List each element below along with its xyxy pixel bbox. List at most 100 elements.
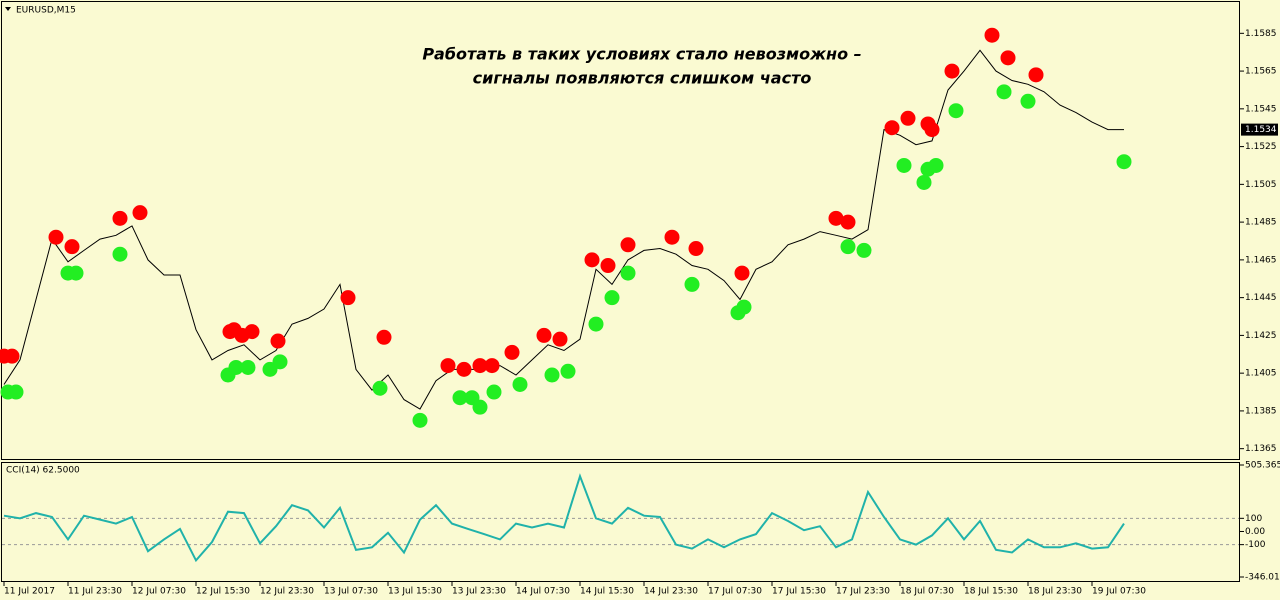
sell-signal — [840, 214, 856, 230]
sell-signal — [112, 210, 128, 226]
x-tick-label: 13 Jul 07:30 — [324, 587, 378, 597]
sell-signal — [584, 252, 600, 268]
buy-signal — [112, 246, 128, 262]
annotation: Работать в таких условиях стало невозмож… — [422, 45, 861, 64]
sell-signal — [734, 265, 750, 281]
buy-signal — [472, 399, 488, 415]
price-pane — [1, 1, 1240, 460]
sell-signal — [376, 329, 392, 345]
y-tick-label: 1.1425 — [1245, 331, 1277, 341]
y-tick-label: 1.1405 — [1245, 369, 1277, 379]
x-tick-label: 13 Jul 15:30 — [388, 587, 442, 597]
sell-signal — [504, 344, 520, 360]
cci-pane — [1, 462, 1240, 582]
sell-signal — [48, 229, 64, 245]
sell-signal — [688, 241, 704, 257]
buy-signal — [588, 316, 604, 332]
sell-signal — [456, 361, 472, 377]
buy-signal — [412, 412, 428, 428]
sell-signal — [472, 358, 488, 374]
x-tick-label: 18 Jul 23:30 — [1028, 587, 1082, 597]
buy-signal — [372, 380, 388, 396]
buy-signal — [544, 367, 560, 383]
series-line — [3, 473, 1125, 563]
current-price-label: 1.1534 — [1245, 125, 1277, 135]
x-tick-label: 14 Jul 15:30 — [580, 587, 634, 597]
buy-signal — [68, 265, 84, 281]
buy-signal — [896, 157, 912, 173]
x-tick-label: 12 Jul 23:30 — [260, 587, 314, 597]
buy-signal — [948, 103, 964, 119]
y-tick-label: 1.1485 — [1245, 218, 1277, 228]
buy-signal — [916, 174, 932, 190]
sell-signal — [64, 239, 80, 255]
buy-signal — [996, 84, 1012, 100]
x-tick-label: 19 Jul 07:30 — [1092, 587, 1146, 597]
x-tick-label: 14 Jul 23:30 — [644, 587, 698, 597]
y-tick-label: -346.016 — [1245, 573, 1280, 583]
x-tick-label: 11 Jul 23:30 — [68, 587, 122, 597]
y-tick-label: 1.1465 — [1245, 255, 1277, 265]
x-tick-label: 12 Jul 07:30 — [132, 587, 186, 597]
buy-signal — [1020, 93, 1036, 109]
annotation: сигналы появляются слишком часто — [473, 69, 812, 88]
x-tick-label: 11 Jul 2017 — [4, 587, 55, 597]
buy-signal — [272, 354, 288, 370]
sell-signal — [340, 290, 356, 306]
buy-signal — [604, 290, 620, 306]
sell-signal — [244, 324, 260, 340]
y-tick-label: 1.1505 — [1245, 180, 1277, 190]
y-tick-label: 1.1385 — [1245, 406, 1277, 416]
sell-signal — [536, 327, 552, 343]
x-tick-label: 18 Jul 15:30 — [964, 587, 1018, 597]
y-tick-label: 1.1365 — [1245, 444, 1277, 454]
current-price-box — [1241, 123, 1278, 136]
sell-signal — [984, 27, 1000, 43]
sell-signal — [600, 258, 616, 274]
buy-signal — [684, 276, 700, 292]
sell-signal — [484, 358, 500, 374]
sell-signal — [664, 229, 680, 245]
sell-signal — [828, 210, 844, 226]
buy-signal — [620, 265, 636, 281]
y-tick-label: 0.00 — [1245, 527, 1265, 537]
y-tick-label: 100 — [1245, 514, 1262, 524]
y-tick-label: 1.1585 — [1245, 29, 1277, 39]
x-tick-label: 14 Jul 07:30 — [516, 587, 570, 597]
x-tick-label: 17 Jul 15:30 — [772, 587, 826, 597]
sell-signal — [552, 331, 568, 347]
series-line — [3, 49, 1124, 410]
sell-signal — [884, 120, 900, 136]
y-tick-label: 1.1445 — [1245, 293, 1277, 303]
buy-signal — [512, 376, 528, 392]
sell-signal — [270, 333, 286, 349]
sell-signal — [944, 63, 960, 79]
y-tick-label: 1.1545 — [1245, 104, 1277, 114]
buy-signal — [486, 384, 502, 400]
x-tick-label: 17 Jul 23:30 — [836, 587, 890, 597]
buy-signal — [560, 363, 576, 379]
buy-signal — [856, 242, 872, 258]
sell-signal — [900, 110, 916, 126]
sell-signal — [132, 205, 148, 221]
buy-signal — [8, 384, 24, 400]
cci-title: CCI(14) 62.5000 — [6, 466, 80, 476]
buy-signal — [736, 299, 752, 315]
sell-signal — [620, 237, 636, 253]
x-tick-label: 17 Jul 07:30 — [708, 587, 762, 597]
sell-signal — [1028, 67, 1044, 83]
collapse-arrow[interactable] — [5, 7, 11, 11]
buy-signal — [452, 390, 468, 406]
buy-signal — [840, 239, 856, 255]
buy-signal — [240, 359, 256, 375]
x-tick-label: 12 Jul 15:30 — [196, 587, 250, 597]
sell-signal — [4, 348, 20, 364]
y-tick-label: 505.3659 — [1245, 461, 1280, 471]
buy-signal — [1116, 154, 1132, 170]
sell-signal — [924, 122, 940, 138]
x-tick-label: 18 Jul 07:30 — [900, 587, 954, 597]
x-tick-label: 13 Jul 23:30 — [452, 587, 506, 597]
buy-signal — [228, 359, 244, 375]
